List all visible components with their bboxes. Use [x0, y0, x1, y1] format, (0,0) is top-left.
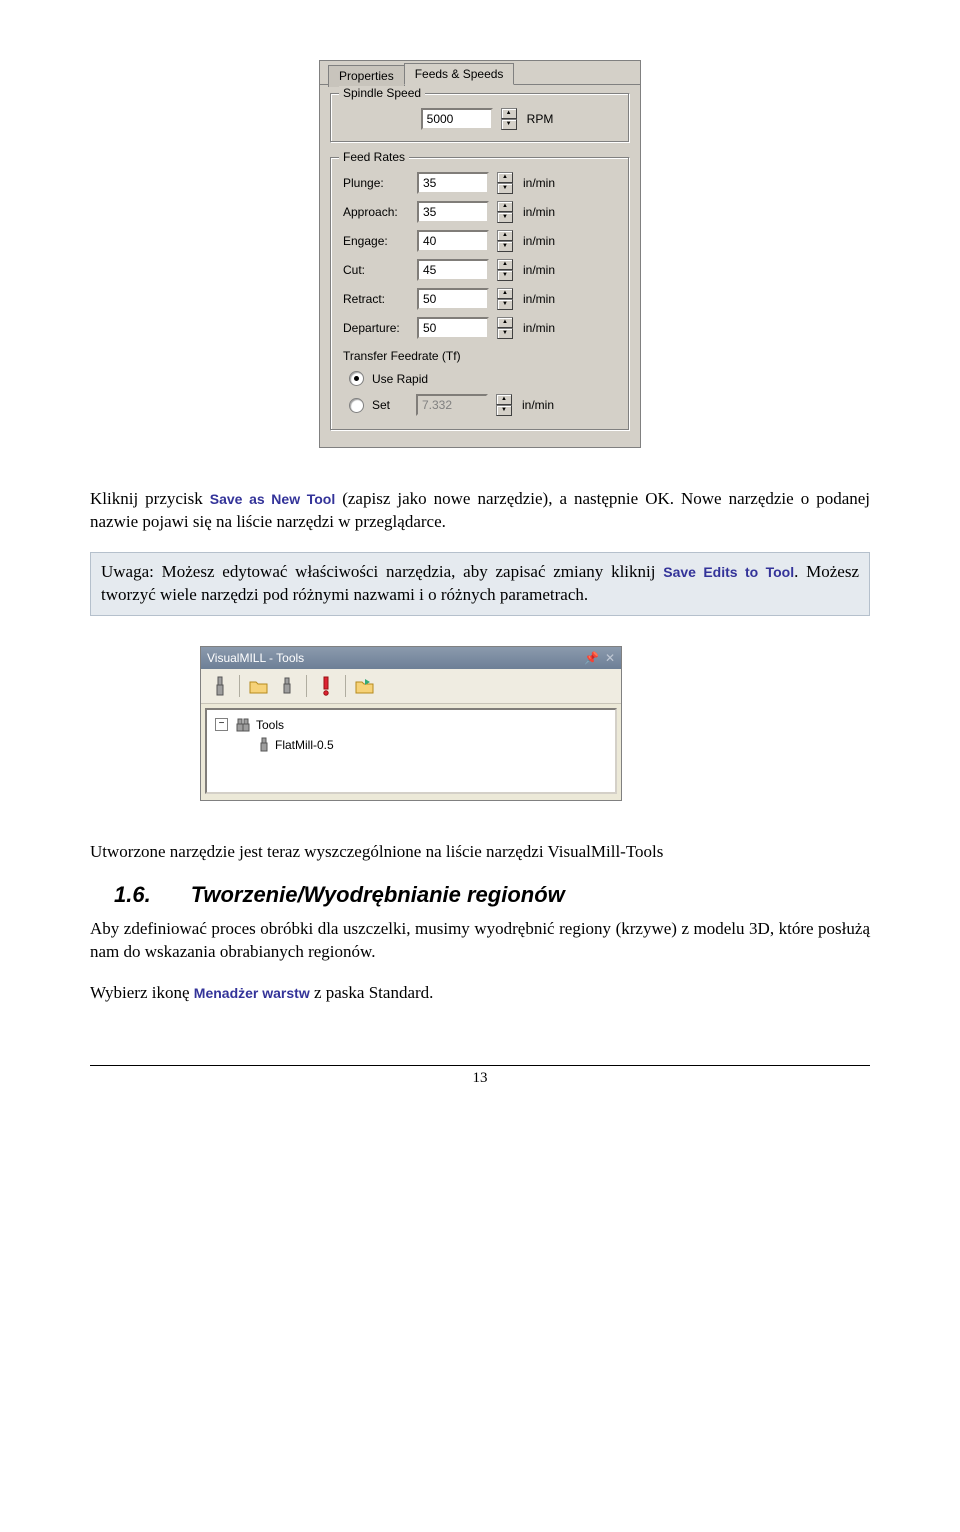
visualmill-tools-window: VisualMILL - Tools 📌 ✕	[200, 646, 622, 801]
retract-input[interactable]	[417, 288, 489, 310]
close-icon[interactable]: ✕	[605, 651, 615, 665]
tab-row: Properties Feeds & Speeds	[320, 61, 640, 85]
feeds-speeds-panel: Properties Feeds & Speeds Spindle Speed …	[319, 60, 641, 448]
tab-feeds-speeds[interactable]: Feeds & Speeds	[404, 63, 515, 85]
set-row[interactable]: Set ▲▼ in/min	[343, 394, 617, 416]
approach-unit: in/min	[523, 205, 555, 219]
retract-unit: in/min	[523, 292, 555, 306]
approach-row: Approach: ▲▼ in/min	[343, 201, 617, 223]
engage-input[interactable]	[417, 230, 489, 252]
spindle-speed-group: Spindle Speed ▲ ▼ RPM	[330, 93, 630, 143]
set-down[interactable]: ▼	[496, 405, 512, 416]
retract-up[interactable]: ▲	[497, 288, 513, 299]
pin-icon[interactable]: 📌	[584, 651, 599, 665]
departure-row: Departure: ▲▼ in/min	[343, 317, 617, 339]
tree-expander[interactable]: −	[215, 718, 228, 731]
approach-up[interactable]: ▲	[497, 201, 513, 212]
keyword-layer-manager: Menadżer warstw	[194, 985, 310, 1001]
plunge-row: Plunge: ▲▼ in/min	[343, 172, 617, 194]
departure-up[interactable]: ▲	[497, 317, 513, 328]
set-input	[416, 394, 488, 416]
footer-divider	[90, 1065, 870, 1066]
tree-item-label: FlatMill-0.5	[275, 738, 334, 752]
plunge-label: Plunge:	[343, 176, 417, 190]
page-number: 13	[90, 1070, 870, 1087]
approach-input[interactable]	[417, 201, 489, 223]
cut-input[interactable]	[417, 259, 489, 281]
tree-root-label: Tools	[256, 718, 284, 732]
paragraph-tool-listed: Utworzone narzędzie jest teraz wyszczegó…	[90, 841, 870, 864]
engage-row: Engage: ▲▼ in/min	[343, 230, 617, 252]
keyword-save-edits-to-tool: Save Edits to Tool	[663, 564, 794, 580]
paragraph-click-save-tool: Kliknij przycisk Save as New Tool (zapis…	[90, 488, 870, 534]
tool-icon[interactable]	[209, 673, 231, 699]
departure-input[interactable]	[417, 317, 489, 339]
export-folder-icon[interactable]	[354, 673, 376, 699]
transfer-feedrate-label: Transfer Feedrate (Tf)	[343, 349, 617, 363]
paragraph-regions: Aby zdefiniować proces obróbki dla uszcz…	[90, 918, 870, 964]
use-rapid-radio[interactable]	[349, 371, 364, 386]
feed-rates-title: Feed Rates	[339, 150, 409, 164]
set-label: Set	[372, 398, 416, 412]
open-folder-icon[interactable]	[248, 673, 270, 699]
section-number: 1.6.	[114, 882, 151, 908]
retract-label: Retract:	[343, 292, 417, 306]
spindle-speed-input[interactable]	[421, 108, 493, 130]
section-title: Tworzenie/Wyodrębnianie regionów	[191, 882, 565, 908]
plunge-input[interactable]	[417, 172, 489, 194]
use-rapid-row[interactable]: Use Rapid	[343, 371, 617, 386]
spindle-down-button[interactable]: ▼	[501, 119, 517, 130]
engage-down[interactable]: ▼	[497, 241, 513, 252]
spindle-speed-title: Spindle Speed	[339, 86, 425, 100]
spindle-unit: RPM	[527, 112, 554, 126]
tool-small-icon[interactable]	[276, 673, 298, 699]
tab-properties[interactable]: Properties	[328, 65, 405, 87]
cut-row: Cut: ▲▼ in/min	[343, 259, 617, 281]
approach-down[interactable]: ▼	[497, 212, 513, 223]
departure-down[interactable]: ▼	[497, 328, 513, 339]
spindle-up-button[interactable]: ▲	[501, 108, 517, 119]
plunge-up[interactable]: ▲	[497, 172, 513, 183]
engage-unit: in/min	[523, 234, 555, 248]
vm-title: VisualMILL - Tools	[207, 651, 304, 665]
departure-label: Departure:	[343, 321, 417, 335]
retract-down[interactable]: ▼	[497, 299, 513, 310]
cut-unit: in/min	[523, 263, 555, 277]
feed-rates-group: Feed Rates Plunge: ▲▼ in/min Approach: ▲…	[330, 157, 630, 431]
tree-root-row[interactable]: − Tools	[215, 716, 607, 734]
vm-titlebar: VisualMILL - Tools 📌 ✕	[201, 647, 621, 669]
set-up[interactable]: ▲	[496, 394, 512, 405]
plunge-unit: in/min	[523, 176, 555, 190]
approach-label: Approach:	[343, 205, 417, 219]
engage-up[interactable]: ▲	[497, 230, 513, 241]
set-unit: in/min	[522, 398, 554, 412]
section-heading: 1.6. Tworzenie/Wyodrębnianie regionów	[114, 882, 870, 908]
tree-item-row[interactable]: FlatMill-0.5	[215, 736, 607, 754]
cut-label: Cut:	[343, 263, 417, 277]
alert-icon[interactable]	[315, 673, 337, 699]
departure-unit: in/min	[523, 321, 555, 335]
vm-toolbar	[201, 669, 621, 704]
note-box: Uwaga: Możesz edytować właściwości narzę…	[90, 552, 870, 616]
vm-tree[interactable]: − Tools FlatMill-0.5	[205, 708, 617, 794]
use-rapid-label: Use Rapid	[372, 372, 428, 386]
keyword-save-as-new-tool: Save as New Tool	[210, 491, 335, 507]
set-radio[interactable]	[349, 398, 364, 413]
cut-up[interactable]: ▲	[497, 259, 513, 270]
engage-label: Engage:	[343, 234, 417, 248]
paragraph-select-icon: Wybierz ikonę Menadżer warstw z paska St…	[90, 982, 870, 1005]
cut-down[interactable]: ▼	[497, 270, 513, 281]
retract-row: Retract: ▲▼ in/min	[343, 288, 617, 310]
plunge-down[interactable]: ▼	[497, 183, 513, 194]
